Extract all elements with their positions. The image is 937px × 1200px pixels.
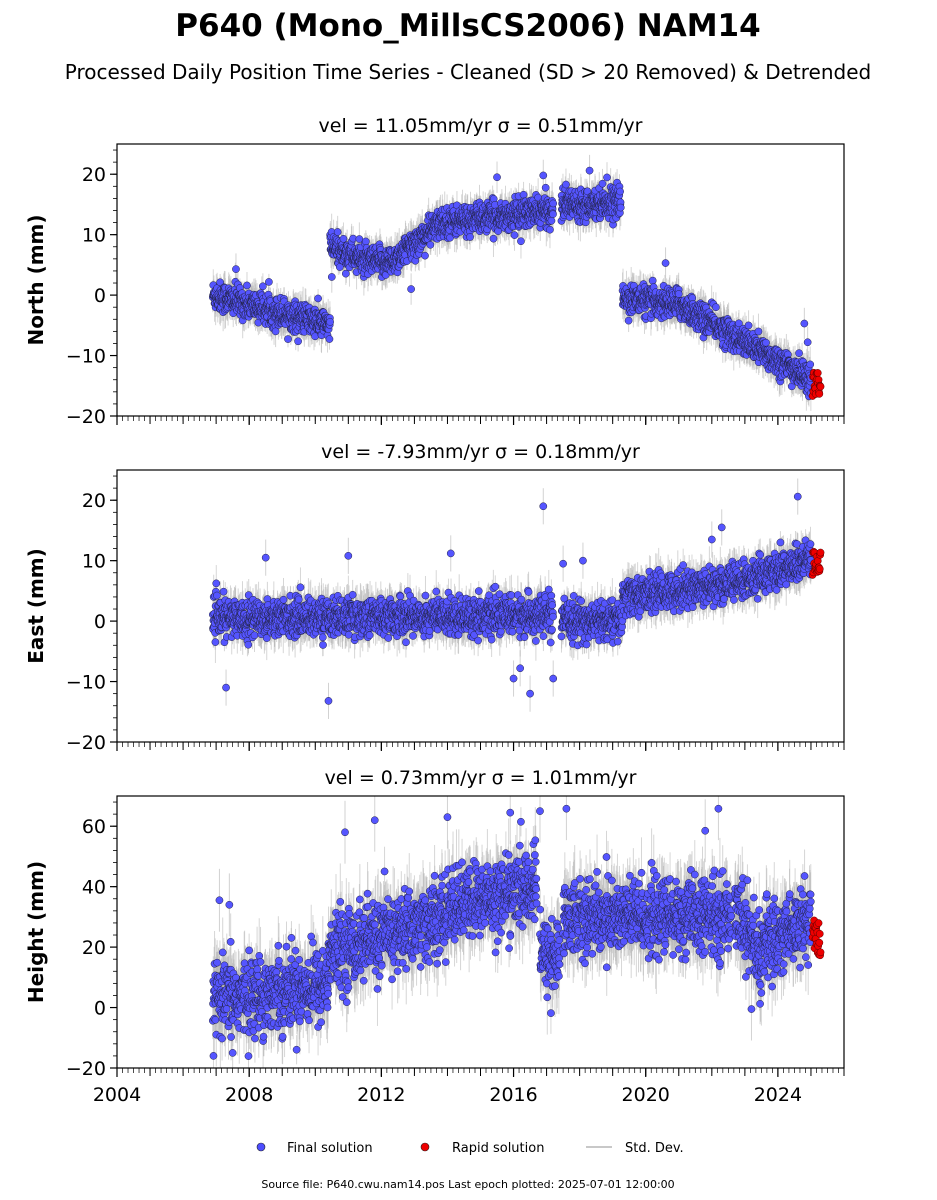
final-point [243, 281, 251, 290]
final-point [603, 173, 611, 182]
panels: vel = 11.05mm/yr σ = 0.51mm/yr−20−100102… [24, 115, 845, 1106]
final-point [510, 231, 519, 239]
final-point [616, 203, 625, 212]
final-point [616, 187, 624, 196]
final-point [624, 316, 633, 325]
panel-north: vel = 11.05mm/yr σ = 0.51mm/yr−20−100102… [24, 115, 845, 428]
final-point [519, 190, 528, 199]
final-point [325, 335, 334, 343]
final-point [284, 335, 292, 343]
stddev-bars-north [212, 154, 812, 411]
data-layer-north [208, 154, 825, 411]
final-point [541, 183, 550, 192]
final-point [259, 282, 267, 291]
final-point [489, 234, 498, 243]
final-point [674, 290, 683, 298]
final-point [335, 263, 344, 271]
final-point [421, 251, 429, 260]
final-point [361, 237, 370, 246]
final-point [562, 180, 570, 189]
final-point [341, 269, 350, 278]
final-point [339, 234, 348, 243]
final-point [549, 199, 558, 208]
final-point [517, 237, 525, 246]
final-point [426, 240, 435, 249]
final-point [314, 294, 322, 303]
final-point [466, 233, 474, 241]
figure-title: P640 (Mono_MillsCS2006) NAM14 [175, 8, 760, 44]
final-point [216, 278, 224, 287]
final-point [294, 337, 302, 346]
final-point [333, 228, 342, 236]
figure-subtitle: Processed Daily Position Time Series - C… [65, 60, 871, 84]
final-point [547, 216, 556, 225]
final-point [265, 278, 273, 286]
final-point [326, 318, 334, 326]
final-point [549, 210, 557, 219]
final-point [546, 225, 554, 234]
final-point [598, 179, 607, 188]
panel-title-north: vel = 11.05mm/yr σ = 0.51mm/yr [319, 115, 643, 137]
final-points-north [208, 166, 815, 401]
final-point [648, 276, 657, 285]
